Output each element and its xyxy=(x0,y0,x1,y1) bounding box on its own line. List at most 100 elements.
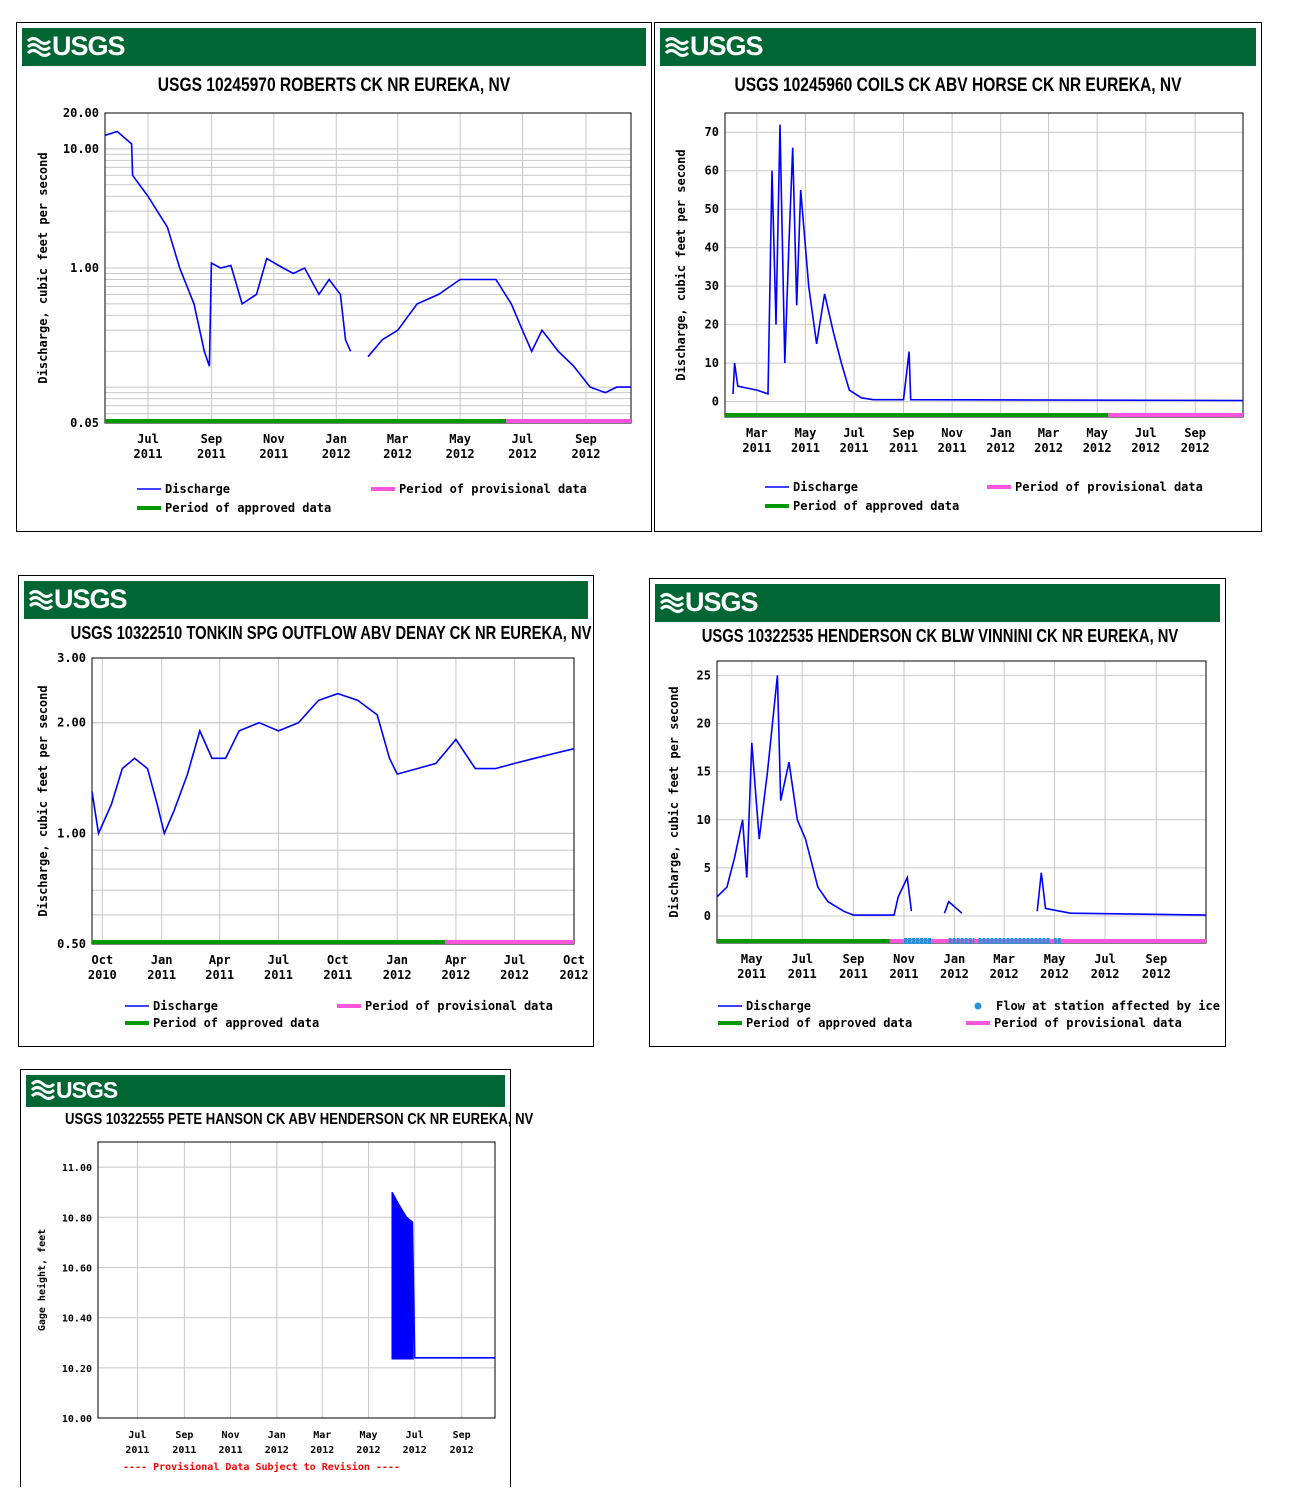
legend-entry: Period of provisional data xyxy=(1015,480,1203,494)
y-tick-label: 15 xyxy=(697,765,711,779)
usgs-banner: USGS xyxy=(24,581,588,619)
x-tick-label: 2012 xyxy=(310,1445,334,1456)
x-tick-label: Apr xyxy=(209,953,231,967)
y-tick-label: 50 xyxy=(705,202,719,216)
legend-entry: Flow at station affected by ice xyxy=(996,999,1220,1013)
chart-title: USGS 10245960 COILS CK ABV HORSE CK NR E… xyxy=(734,75,1182,96)
x-tick-label: 2011 xyxy=(197,447,226,461)
y-tick-label: 10.80 xyxy=(62,1213,92,1224)
usgs-logo: USGS xyxy=(26,31,126,62)
y-tick-label: 25 xyxy=(697,668,711,682)
x-tick-label: 2012 xyxy=(450,1445,474,1456)
x-tick-label: 2011 xyxy=(219,1445,243,1456)
x-tick-label: May xyxy=(1044,952,1066,966)
y-tick-label: 10 xyxy=(697,813,711,827)
legend-entry: Period of approved data xyxy=(153,1016,319,1030)
x-tick-label: Mar xyxy=(313,1430,331,1441)
y-tick-label: 70 xyxy=(705,125,719,139)
x-tick-label: May xyxy=(1086,426,1108,440)
x-tick-label: 2012 xyxy=(508,447,537,461)
x-tick-label: 2012 xyxy=(383,968,412,982)
x-tick-label: 2012 xyxy=(1040,967,1069,981)
x-tick-label: 2012 xyxy=(986,441,1015,455)
y-tick-label: 0 xyxy=(704,909,711,923)
x-tick-label: Nov xyxy=(893,952,915,966)
y-axis-label: Discharge, cubic feet per second xyxy=(667,686,681,917)
legend-entry: Discharge xyxy=(165,482,230,496)
x-tick-label: Jan xyxy=(325,432,347,446)
plot-frame xyxy=(724,112,1244,418)
x-tick-label: Nov xyxy=(222,1430,240,1441)
x-tick-label: Jan xyxy=(386,953,408,967)
x-tick-label: 2012 xyxy=(1131,441,1160,455)
x-tick-label: 2012 xyxy=(403,1445,427,1456)
usgs-logo-text: USGS xyxy=(690,31,764,61)
chart-panel-roberts: USGS USGS 10245970 ROBERTS CK NR EUREKA, … xyxy=(16,22,652,532)
x-tick-label: May xyxy=(741,952,763,966)
y-tick-label: 20.00 xyxy=(63,106,99,120)
x-tick-label: 2012 xyxy=(1142,967,1171,981)
y-tick-label: 40 xyxy=(705,241,719,255)
x-tick-label: 2011 xyxy=(889,441,918,455)
y-axis-label: Discharge, cubic feet per second xyxy=(674,149,688,380)
x-tick-label: 2012 xyxy=(560,968,589,982)
chart-panel-henderson: USGS USGS 10322535 HENDERSON CK BLW VINNI… xyxy=(649,578,1226,1047)
x-tick-label: 2012 xyxy=(265,1445,289,1456)
usgs-logo: USGS xyxy=(30,1077,118,1104)
plot-frame xyxy=(716,660,1207,944)
x-tick-label: Sep xyxy=(1184,426,1206,440)
legend-entry: Discharge xyxy=(153,999,218,1013)
x-tick-label: 2012 xyxy=(1083,441,1112,455)
x-tick-label: Jul xyxy=(1135,426,1157,440)
usgs-waves-icon xyxy=(28,590,54,610)
discharge-series-line xyxy=(716,675,1207,916)
y-axis-label: Discharge, cubic feet per second xyxy=(36,152,50,383)
legend-entry: Period of approved data xyxy=(165,501,331,515)
usgs-banner: USGS xyxy=(26,1075,505,1107)
chart-title: USGS 10322510 TONKIN SPG OUTFLOW ABV DEN… xyxy=(70,623,592,643)
x-tick-label: 2011 xyxy=(259,447,288,461)
chart-svg: 3.002.001.000.50Oct2010Jan2011Apr2011Jul… xyxy=(36,651,589,1030)
x-tick-label: May xyxy=(449,432,471,446)
x-tick-label: 2012 xyxy=(1034,441,1063,455)
chart-svg: 2520151050May2011Jul2011Sep2011Nov2011Ja… xyxy=(667,660,1220,1030)
x-tick-label: Sep xyxy=(175,1430,193,1441)
usgs-logo: USGS xyxy=(659,587,759,618)
discharge-series-line xyxy=(91,692,575,837)
y-tick-label: 20 xyxy=(705,318,719,332)
legend-entry: Period of provisional data xyxy=(399,482,587,496)
x-tick-label: Jul xyxy=(843,426,865,440)
chart-panel-pete-hanson: USGS USGS 10322555 PETE HANSON CK ABV HEN… xyxy=(20,1069,534,1487)
chart-svg: 20.0010.001.000.05Jul2011Sep2011Nov2011J… xyxy=(36,106,632,515)
x-tick-label: Mar xyxy=(993,952,1015,966)
x-tick-label: 2011 xyxy=(839,967,868,981)
legend-entry: Period of approved data xyxy=(746,1016,912,1030)
x-tick-label: 2011 xyxy=(205,968,234,982)
x-tick-label: Jul xyxy=(512,432,534,446)
y-tick-label: 0.05 xyxy=(70,416,99,430)
x-tick-label: 2011 xyxy=(791,441,820,455)
provisional-footer-note: ---- Provisional Data Subject to Revisio… xyxy=(123,1461,400,1473)
y-axis-label: Gage height, feet xyxy=(36,1229,48,1331)
x-tick-label: 2011 xyxy=(938,441,967,455)
x-tick-label: May xyxy=(359,1430,377,1441)
discharge-series-line xyxy=(391,1191,495,1359)
chart-panel-coils: USGS USGS 10245960 COILS CK ABV HORSE CK … xyxy=(654,22,1262,532)
x-tick-label: 2012 xyxy=(940,967,969,981)
y-tick-label: 1.00 xyxy=(57,826,86,840)
x-tick-label: 2012 xyxy=(990,967,1019,981)
legend-swatch-ice xyxy=(974,1002,982,1010)
legend-entry: Period of provisional data xyxy=(994,1016,1182,1030)
x-tick-label: Mar xyxy=(1038,426,1060,440)
x-tick-label: 2012 xyxy=(1181,441,1210,455)
chart-title: USGS 10322555 PETE HANSON CK ABV HENDERS… xyxy=(65,1111,534,1128)
x-tick-label: 2011 xyxy=(323,968,352,982)
y-tick-label: 10 xyxy=(705,356,719,370)
x-tick-label: Oct xyxy=(563,953,585,967)
y-tick-label: 5 xyxy=(704,861,711,875)
x-tick-label: 2011 xyxy=(147,968,176,982)
usgs-waves-icon xyxy=(26,37,52,57)
x-tick-label: Jul xyxy=(406,1430,424,1441)
x-tick-label: Sep xyxy=(575,432,597,446)
x-tick-label: Oct xyxy=(327,953,349,967)
